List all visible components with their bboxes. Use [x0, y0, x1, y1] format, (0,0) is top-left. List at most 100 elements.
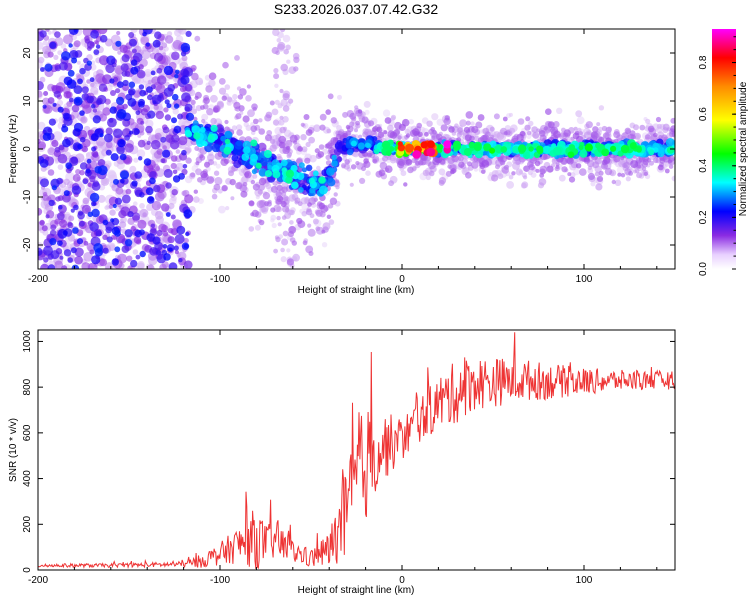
spectrogram-cell	[210, 94, 218, 103]
spectrogram-cell	[183, 237, 189, 244]
spectrogram-cell	[71, 185, 82, 195]
spectrogram-cell	[116, 96, 125, 105]
spectrogram-cell	[458, 161, 465, 168]
spectrogram-cell	[162, 244, 168, 249]
spectrogram-cell	[405, 158, 413, 166]
spectrogram-cells	[38, 29, 675, 269]
spectrogram-cell	[68, 29, 79, 35]
spectrogram-cell	[233, 101, 241, 109]
spectrogram-cell	[95, 44, 101, 49]
spectrogram-cell	[184, 103, 193, 112]
spectrogram-cell	[251, 103, 258, 110]
spectrogram-cell	[470, 121, 475, 126]
spectrogram-cell	[636, 146, 642, 153]
spectrogram-cell	[115, 186, 124, 195]
spectrogram-cell	[51, 139, 59, 148]
spectrogram-cell	[174, 74, 179, 79]
spectrogram-cell	[471, 125, 479, 134]
spectrogram-cell	[279, 126, 287, 134]
spectrogram-cell	[204, 161, 210, 168]
spectrogram-cell	[54, 218, 61, 225]
spectrogram-cell	[111, 258, 120, 266]
spectrogram-cell	[567, 172, 572, 177]
spectrogram-cell	[262, 191, 271, 200]
spectrogram-cell	[234, 55, 240, 61]
spectrogram-cell	[48, 199, 55, 207]
spectrogram-cell	[271, 46, 279, 55]
spectrogram-cell	[545, 108, 552, 115]
spectrogram-cell	[142, 31, 147, 37]
spectrogram-cell	[561, 166, 568, 173]
spectrogram-cell	[145, 119, 154, 128]
spectrogram-cell	[168, 202, 175, 210]
spectrogram-cell	[38, 138, 41, 145]
spectrogram-cell	[114, 246, 121, 253]
spectrogram-cell	[92, 115, 101, 124]
spectrogram-cell	[146, 203, 154, 211]
spectrogram-cell	[367, 120, 375, 127]
spectrogram-cell	[191, 108, 198, 115]
spectrogram-cell	[163, 87, 174, 97]
spectrogram-cell	[303, 114, 310, 120]
spectrogram-cell	[623, 161, 631, 169]
spectrogram-cell	[57, 164, 64, 170]
spectrogram-cell	[272, 180, 278, 186]
spectrogram-cell	[321, 229, 326, 234]
spectrogram-cell	[500, 146, 508, 153]
spectrogram-cell	[506, 181, 514, 189]
spectrogram-cell	[372, 158, 378, 164]
spectrogram-cell	[481, 169, 486, 174]
spectrogram-cell	[93, 49, 100, 55]
spectrogram-cell	[165, 212, 171, 217]
spectrogram-cell	[235, 182, 243, 190]
spectrogram-cell	[89, 77, 95, 83]
y-tick-label: 400	[22, 470, 33, 487]
spectrogram-cell	[318, 144, 325, 150]
colorbar-tick-label: 0.4	[698, 158, 709, 172]
spectrogram-cell	[129, 38, 137, 47]
spectrogram-cell	[367, 152, 372, 158]
spectrogram-cell	[99, 113, 107, 122]
spectrogram-cell	[304, 157, 311, 164]
spectrogram-cell	[276, 184, 283, 192]
spectrogram-cell	[62, 138, 71, 148]
spectrogram-cell	[377, 131, 385, 138]
spectrogram-cell	[62, 193, 71, 203]
spectrogram-cell	[443, 140, 452, 149]
spectrogram-cell	[60, 51, 71, 61]
spectrogram-cell	[54, 260, 63, 269]
spectrogram-cell	[350, 164, 357, 170]
spectrogram-cell	[139, 89, 147, 97]
spectrogram-cell	[134, 171, 142, 179]
spectrogram-cell	[517, 144, 527, 153]
spectrogram-cell	[258, 177, 267, 186]
spectrogram-cell	[181, 242, 190, 250]
spectrogram-cell	[193, 116, 198, 122]
spectrogram-cell	[242, 115, 250, 123]
snr-series-line	[38, 332, 675, 570]
spectrogram-cell	[467, 161, 472, 167]
spectrogram-cell	[87, 182, 92, 187]
spectrogram-cell	[52, 102, 57, 107]
spectrogram-cell	[502, 116, 508, 122]
spectrogram-cell	[373, 148, 380, 155]
spectrogram-cell	[556, 107, 563, 115]
spectrogram-cell	[127, 88, 136, 96]
spectrogram-cell	[121, 54, 130, 63]
spectrogram-cell	[539, 173, 545, 178]
spectrogram-frame	[37, 28, 676, 270]
y-tick-label: 200	[22, 516, 33, 533]
spectrogram-cell	[526, 130, 532, 136]
spectrogram-cell	[163, 107, 169, 113]
x-tick-label: 0	[399, 575, 405, 586]
spectrogram-cell	[289, 134, 298, 143]
spectrogram-cell	[281, 186, 288, 193]
spectrogram-cell	[90, 29, 99, 39]
spectrogram-cell	[108, 118, 114, 123]
spectrogram-cell	[140, 108, 149, 116]
spectrogram-cell	[218, 78, 226, 85]
spectrogram-cell	[240, 190, 248, 198]
spectrogram-cell	[281, 215, 287, 220]
spectrogram-cell	[129, 130, 133, 135]
